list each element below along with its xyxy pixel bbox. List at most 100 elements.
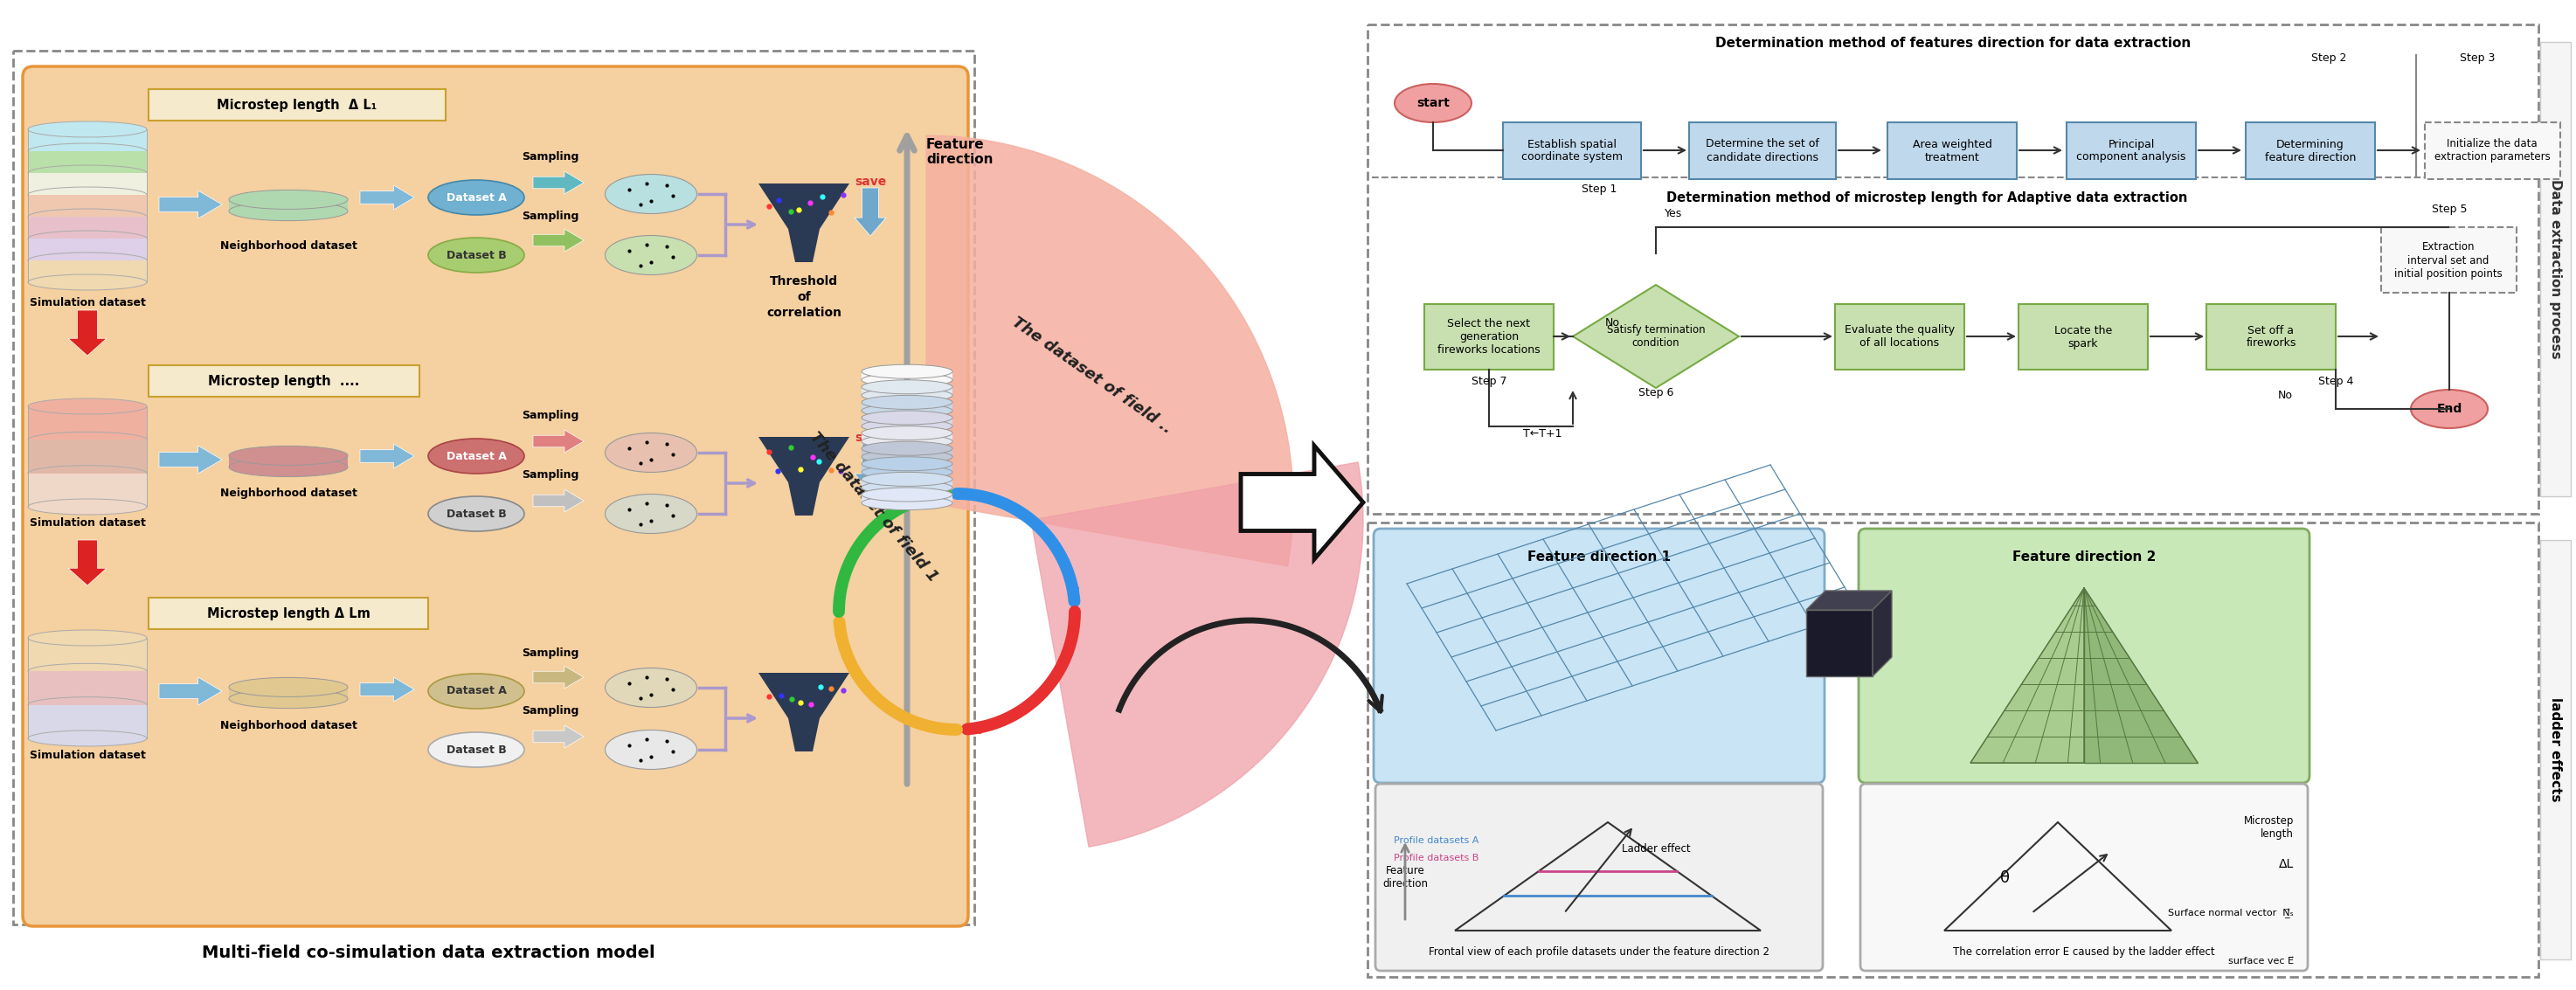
Ellipse shape <box>28 209 147 225</box>
Ellipse shape <box>860 380 953 394</box>
Bar <box>1425 304 1553 369</box>
FancyBboxPatch shape <box>1860 529 2311 783</box>
Ellipse shape <box>860 442 953 455</box>
Ellipse shape <box>860 435 953 448</box>
Bar <box>1502 123 1641 179</box>
Text: ladder effects: ladder effects <box>2550 698 2563 802</box>
Text: Neighborhood dataset: Neighborhood dataset <box>219 241 358 251</box>
Text: Frontal view of each profile datasets under the feature direction 2: Frontal view of each profile datasets un… <box>1430 945 1770 957</box>
Text: Step 1: Step 1 <box>1582 183 1618 195</box>
Ellipse shape <box>605 236 698 275</box>
Text: Data extraction process: Data extraction process <box>2550 179 2563 359</box>
Ellipse shape <box>28 499 147 515</box>
Text: Feature direction 2: Feature direction 2 <box>2012 550 2156 564</box>
Bar <box>2246 123 2375 179</box>
FancyBboxPatch shape <box>1373 529 1824 783</box>
Ellipse shape <box>229 190 348 209</box>
Polygon shape <box>1242 446 1363 559</box>
Text: Set off a
fireworks: Set off a fireworks <box>2246 325 2295 349</box>
Ellipse shape <box>860 364 953 378</box>
Ellipse shape <box>28 252 147 268</box>
Ellipse shape <box>229 457 348 477</box>
Polygon shape <box>533 726 585 748</box>
Text: Locate the
spark: Locate the spark <box>2053 325 2112 349</box>
Bar <box>860 387 953 395</box>
Text: Dataset B: Dataset B <box>446 249 507 260</box>
Text: Simulation dataset: Simulation dataset <box>28 749 144 761</box>
Ellipse shape <box>428 496 526 532</box>
Ellipse shape <box>605 433 698 472</box>
Polygon shape <box>788 482 819 516</box>
Bar <box>1834 304 1965 369</box>
Bar <box>28 440 147 473</box>
Ellipse shape <box>860 472 953 486</box>
Ellipse shape <box>28 663 147 679</box>
Bar <box>28 195 147 217</box>
Text: Step 5: Step 5 <box>2432 204 2468 215</box>
Text: Sampling: Sampling <box>523 706 580 717</box>
Text: Feature
direction: Feature direction <box>1383 865 1427 889</box>
Text: Neighborhood dataset: Neighborhood dataset <box>219 720 358 732</box>
Ellipse shape <box>860 465 953 479</box>
Text: Select the next
generation
fireworks locations: Select the next generation fireworks loc… <box>1437 318 1540 355</box>
Bar <box>229 200 348 211</box>
Text: Neighborhood dataset: Neighborhood dataset <box>219 487 358 499</box>
Ellipse shape <box>860 487 953 502</box>
Ellipse shape <box>28 165 147 181</box>
Text: start: start <box>1417 97 1450 109</box>
Text: Microstep length Δ Lm: Microstep length Δ Lm <box>206 607 371 620</box>
Text: Profile datasets B: Profile datasets B <box>1394 853 1479 862</box>
Text: Microstep
length: Microstep length <box>2244 815 2293 840</box>
Bar <box>28 638 147 671</box>
Text: The correlation error E caused by the ladder effect: The correlation error E caused by the la… <box>1953 945 2215 957</box>
Ellipse shape <box>860 404 953 418</box>
Ellipse shape <box>860 480 953 495</box>
Text: Step 7: Step 7 <box>1471 376 1507 387</box>
Ellipse shape <box>860 395 953 409</box>
FancyBboxPatch shape <box>1860 784 2308 971</box>
Bar <box>860 402 953 411</box>
Text: Multi-field co-simulation data extraction model: Multi-field co-simulation data extractio… <box>201 944 654 960</box>
Bar <box>1888 123 2017 179</box>
Text: Surface normal vector  N̲⃗ₛ: Surface normal vector N̲⃗ₛ <box>2169 908 2293 919</box>
Text: Microstep length  ....: Microstep length .... <box>209 374 361 387</box>
Bar <box>28 671 147 705</box>
Text: Step 2: Step 2 <box>2311 52 2347 63</box>
Ellipse shape <box>860 456 953 471</box>
Polygon shape <box>361 185 415 210</box>
Polygon shape <box>1873 591 1891 676</box>
Ellipse shape <box>28 122 147 138</box>
Polygon shape <box>757 673 850 719</box>
Ellipse shape <box>428 673 526 709</box>
Bar <box>2208 304 2336 369</box>
Bar <box>2424 123 2561 179</box>
Polygon shape <box>2084 588 2197 763</box>
Text: Determine the set of
candidate directions: Determine the set of candidate direction… <box>1705 139 1819 163</box>
Ellipse shape <box>605 730 698 769</box>
FancyBboxPatch shape <box>1376 784 1824 971</box>
Bar <box>1368 25 2537 514</box>
Bar <box>860 479 953 487</box>
Text: Dataset B: Dataset B <box>446 508 507 520</box>
Bar <box>149 598 428 629</box>
Text: Evaluate the quality
of all locations: Evaluate the quality of all locations <box>1844 325 1955 349</box>
Text: Dataset A: Dataset A <box>446 450 507 461</box>
Polygon shape <box>788 719 819 751</box>
Polygon shape <box>160 190 222 219</box>
Text: Feature
direction: Feature direction <box>927 138 994 166</box>
Ellipse shape <box>428 238 526 272</box>
Text: Threshold: Threshold <box>770 275 837 287</box>
Text: Satisfy termination
condition: Satisfy termination condition <box>1607 324 1705 348</box>
Ellipse shape <box>860 496 953 510</box>
Ellipse shape <box>1394 84 1471 123</box>
Text: Establish spatial
coordinate system: Establish spatial coordinate system <box>1522 139 1623 163</box>
Bar <box>860 463 953 472</box>
Text: Step 3: Step 3 <box>2460 52 2496 63</box>
Bar <box>860 495 953 503</box>
Polygon shape <box>1030 462 1363 846</box>
Polygon shape <box>361 677 415 702</box>
Ellipse shape <box>428 180 526 215</box>
Ellipse shape <box>28 465 147 481</box>
Ellipse shape <box>28 697 147 713</box>
Text: of: of <box>796 291 811 303</box>
